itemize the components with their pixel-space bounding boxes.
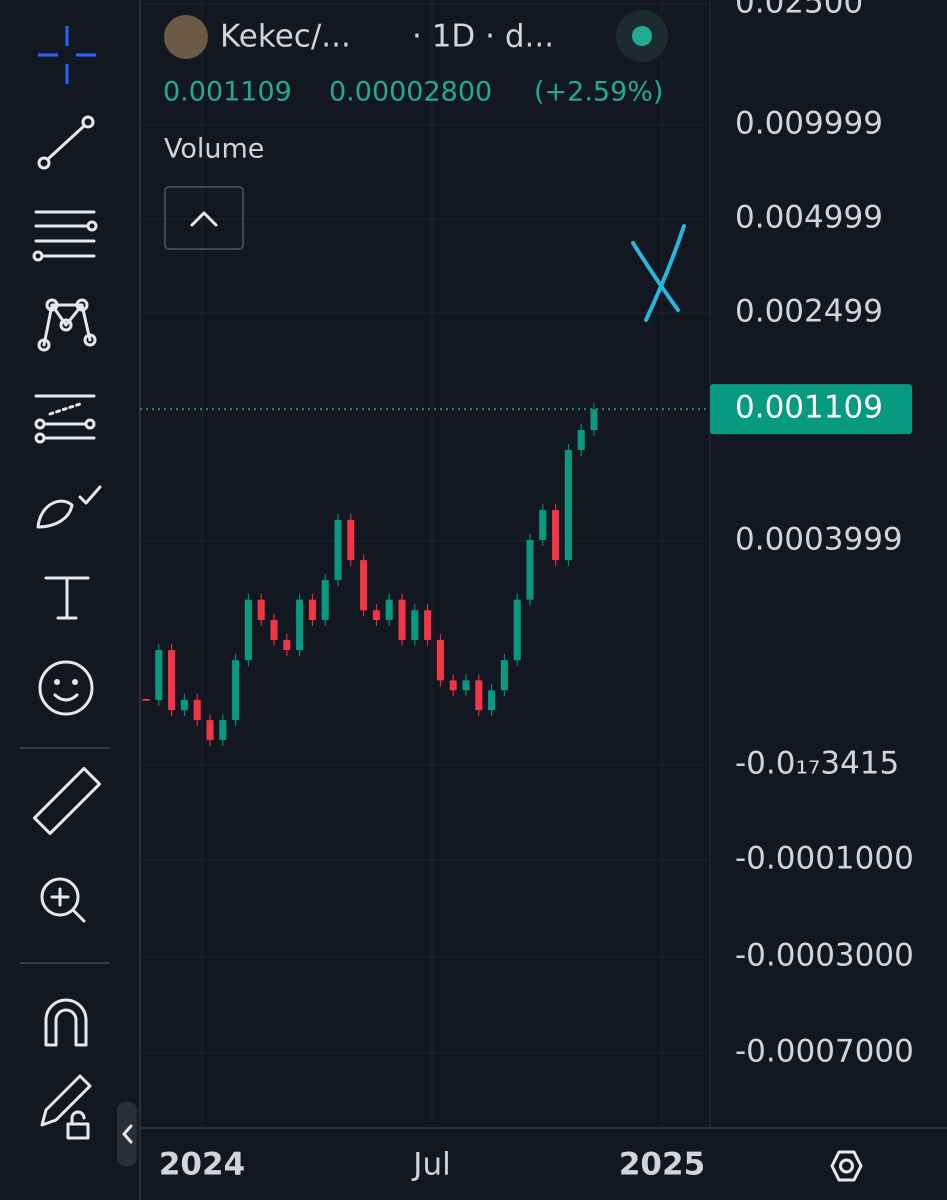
market-status-dot xyxy=(632,26,652,46)
emoji-tool[interactable] xyxy=(38,660,94,716)
price-label: 0.004999 xyxy=(735,200,883,236)
candle xyxy=(488,690,496,711)
price-label: 0.002499 xyxy=(735,294,883,330)
candle xyxy=(244,599,252,661)
price-label: -0.0001000 xyxy=(735,841,914,877)
candle xyxy=(193,699,201,721)
candle xyxy=(577,430,585,450)
candle xyxy=(552,510,560,561)
candle xyxy=(206,720,214,740)
symbol[interactable]: Kekec/... xyxy=(220,19,351,55)
candle xyxy=(372,610,380,621)
candle xyxy=(385,599,393,621)
lock-drawings-tool[interactable] xyxy=(40,1074,92,1140)
candle xyxy=(232,660,240,721)
time-label: 2024 xyxy=(159,1147,245,1183)
change: 0.00002800 xyxy=(329,77,492,108)
candle xyxy=(308,599,316,621)
price-label: 0.02500 xyxy=(735,0,863,21)
candle xyxy=(347,519,355,561)
text-tool[interactable] xyxy=(44,576,90,620)
price-label: -0.0003000 xyxy=(735,938,914,974)
toolbar-collapse[interactable] xyxy=(117,1102,137,1166)
candle xyxy=(142,698,150,701)
candle xyxy=(564,449,572,561)
price-axis: 0.02500 0.009999 0.004999 0.002499 0.0003999… xyxy=(710,0,914,1070)
collapse-button[interactable] xyxy=(164,186,244,250)
candle xyxy=(475,680,483,711)
last-price-label: 0.001109 xyxy=(735,390,883,426)
candle xyxy=(168,650,176,711)
candle xyxy=(155,650,163,700)
time-label: Jul xyxy=(411,1147,450,1183)
collapse-icon xyxy=(190,211,218,227)
candle xyxy=(539,510,547,541)
price-label: -0.0₁₇3415 xyxy=(735,746,899,782)
interval[interactable]: · 1D · d... xyxy=(412,19,554,55)
candle xyxy=(398,599,406,640)
candles xyxy=(140,403,710,746)
time-label: 2025 xyxy=(619,1147,705,1183)
trend-line-tool[interactable] xyxy=(37,115,95,170)
candle xyxy=(411,610,419,640)
pattern-tool[interactable] xyxy=(37,298,97,352)
brush-tool[interactable] xyxy=(36,485,102,529)
candle xyxy=(219,720,227,740)
collapse-arrow xyxy=(122,1124,133,1144)
candle xyxy=(500,660,508,691)
candle xyxy=(360,560,368,611)
fib-tool[interactable] xyxy=(32,210,98,262)
candle xyxy=(436,639,444,681)
price-label: 0.009999 xyxy=(735,106,883,142)
candle xyxy=(257,599,265,621)
last-price-badge xyxy=(710,384,912,435)
last-price: 0.001109 xyxy=(163,77,292,108)
candle xyxy=(283,639,291,651)
hand-drawn-x xyxy=(631,224,686,322)
candle xyxy=(321,579,329,621)
candle xyxy=(424,610,432,640)
price-label: 0.0003999 xyxy=(735,522,903,558)
zoom-tool[interactable] xyxy=(40,877,86,923)
candle xyxy=(590,409,598,431)
magnet-tool[interactable] xyxy=(44,998,88,1047)
indicator-name[interactable]: Volume xyxy=(164,134,264,165)
ruler-tool[interactable] xyxy=(32,766,102,836)
candle xyxy=(449,680,457,691)
candle xyxy=(334,519,342,580)
change-percent: (+2.59%) xyxy=(534,77,663,108)
candle xyxy=(180,699,188,711)
candle xyxy=(526,540,534,600)
crosshair-tool[interactable] xyxy=(38,26,96,84)
candle xyxy=(296,599,304,651)
prediction-tool[interactable] xyxy=(34,394,96,444)
candle xyxy=(513,599,521,661)
price-label: -0.0007000 xyxy=(735,1034,914,1070)
candle xyxy=(462,680,470,691)
symbol-avatar[interactable] xyxy=(164,15,208,59)
candle xyxy=(270,620,278,640)
time-axis: 2024 Jul 2025 xyxy=(159,1147,705,1183)
settings-button[interactable] xyxy=(830,1150,863,1182)
toolbar xyxy=(20,26,137,1166)
grid xyxy=(140,0,710,1128)
